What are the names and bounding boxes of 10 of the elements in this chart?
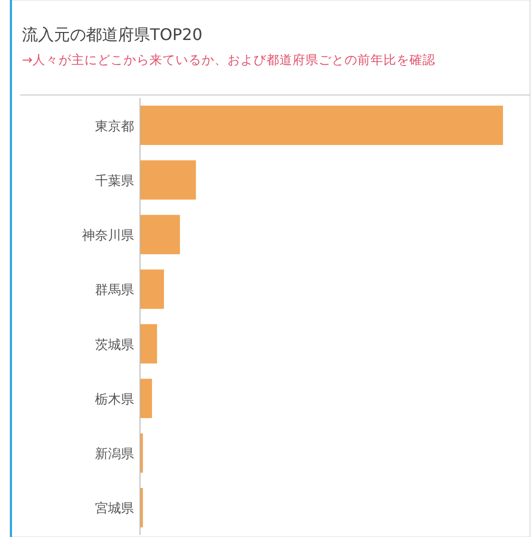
y-tick-label: 宮城県 [95,500,134,517]
y-tick-label: 千葉県 [95,174,134,189]
y-tick-label: 新潟県 [95,447,134,462]
y-tick-label: 神奈川県 [82,228,134,244]
chart-title: 流入元の都道府県TOP20 [22,25,202,44]
y-tick-label: 栃木県 [95,392,134,408]
chart-subtitle: →人々が主にどこから来ているか、および都道府県ごとの前年比を確認 [22,52,436,67]
y-tick-label: 群馬県 [95,283,134,298]
y-tick-label: 茨城県 [95,338,134,353]
y-tick-label: 東京都 [95,119,134,134]
